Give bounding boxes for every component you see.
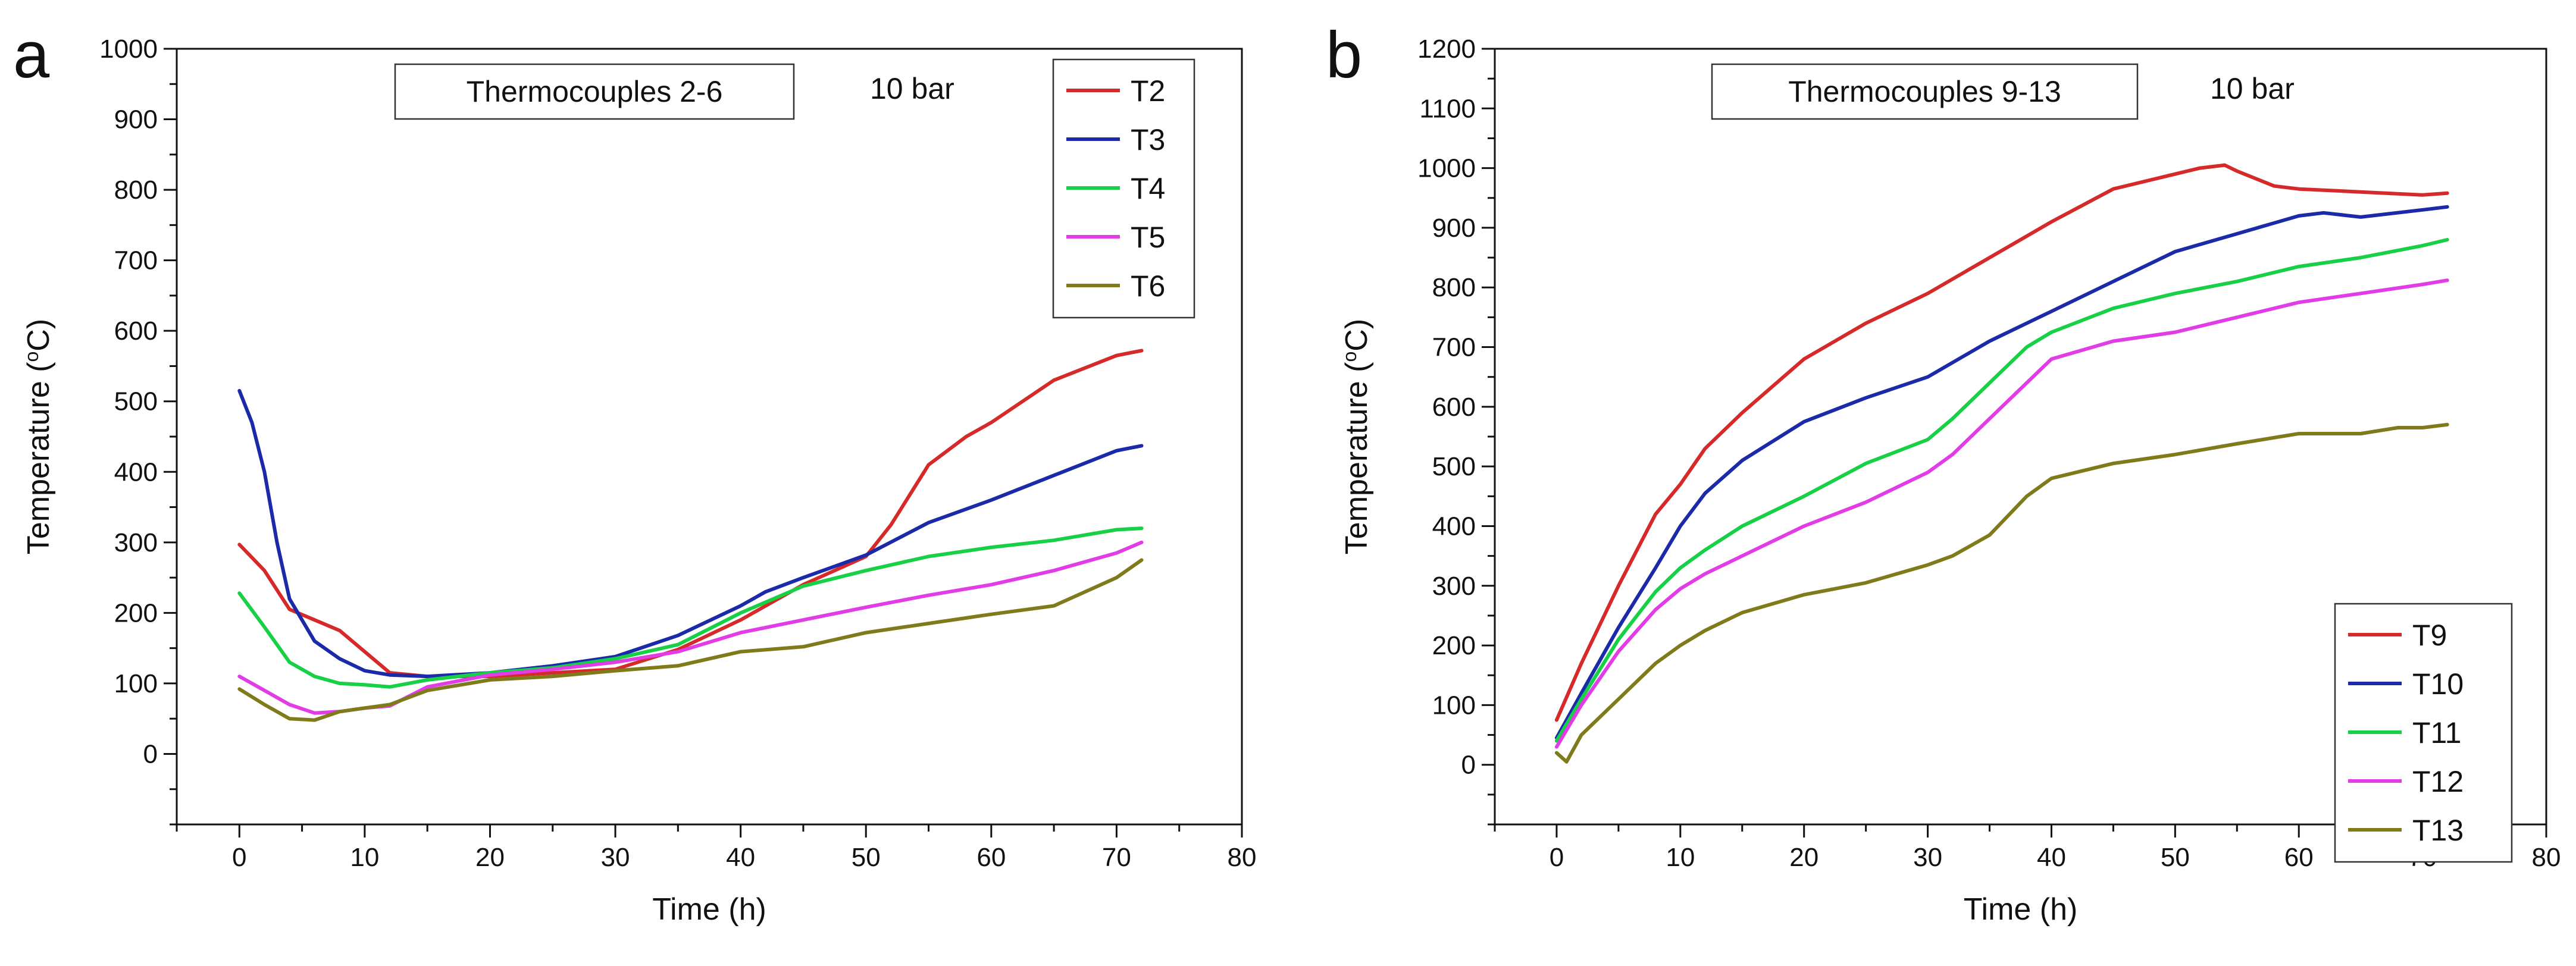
legend-label-t11: T11 bbox=[2412, 716, 2461, 749]
b-y-tick-label: 300 bbox=[1432, 572, 1476, 601]
b-y-tick-label: 100 bbox=[1432, 691, 1476, 720]
a-y-tick-label: 800 bbox=[114, 175, 158, 205]
panel-a-y-tick-labels: 0 100 200 300 400 500 600 700 800 900 1000 bbox=[99, 34, 158, 769]
panel-b-title: Thermocouples 9-13 bbox=[1788, 75, 2061, 108]
a-y-tick-label: 1000 bbox=[99, 34, 158, 64]
b-y-tick-label: 500 bbox=[1432, 452, 1476, 481]
panel-b-series bbox=[1554, 163, 2449, 764]
series-line-t10 bbox=[1554, 205, 2449, 740]
b-y-tick-label: 0 bbox=[1461, 751, 1476, 780]
panel-a-title-box bbox=[394, 63, 795, 120]
legend-label-t4: T4 bbox=[1131, 172, 1165, 205]
a-x-tick-label: 0 bbox=[232, 843, 246, 872]
series-line-t13 bbox=[1554, 422, 2449, 764]
a-x-tick-label: 40 bbox=[726, 843, 755, 872]
b-y-tick-label: 200 bbox=[1432, 631, 1476, 660]
panel-b-pressure-annotation: 10 bar bbox=[2210, 72, 2295, 105]
panel-b-legend: T9 T10 T11 T12 T13 bbox=[2334, 603, 2513, 863]
b-y-tick-label: 900 bbox=[1432, 214, 1476, 243]
a-x-tick-label: 80 bbox=[1228, 843, 1257, 872]
b-y-tick-label: 1100 bbox=[1419, 94, 1476, 123]
b-x-tick-label: 0 bbox=[1550, 843, 1564, 872]
panel-b-y-axis-title-degree: o bbox=[1339, 352, 1360, 362]
b-x-tick-label: 50 bbox=[2161, 843, 2190, 872]
b-y-tick-label: 1200 bbox=[1417, 34, 1476, 64]
b-y-tick-label: 400 bbox=[1432, 512, 1476, 541]
series-line-t2 bbox=[237, 349, 1144, 679]
legend-label-t3: T3 bbox=[1131, 123, 1165, 156]
a-y-tick-label: 100 bbox=[114, 669, 158, 698]
panel-a-y-axis-title-suffix: C) bbox=[21, 319, 56, 352]
a-y-tick-label: 500 bbox=[114, 387, 158, 416]
panel-a-y-axis-title-degree: o bbox=[21, 352, 42, 362]
a-x-tick-label: 70 bbox=[1102, 843, 1131, 872]
series-line-t3 bbox=[237, 388, 1144, 679]
a-y-tick-label: 200 bbox=[114, 598, 158, 628]
b-y-tick-label: 1000 bbox=[1417, 154, 1476, 183]
series-line-t11 bbox=[1554, 238, 2449, 743]
panel-b-y-axis-title-suffix: C) bbox=[1339, 319, 1374, 352]
panel-a-axis-ticks bbox=[164, 48, 1243, 838]
series-line-t12 bbox=[1554, 278, 2449, 749]
panel-a-x-tick-labels: 0 10 20 30 40 50 60 70 80 bbox=[232, 843, 1256, 872]
a-y-tick-label: 300 bbox=[114, 528, 158, 557]
b-x-tick-label: 10 bbox=[1666, 843, 1695, 872]
series-line-t6 bbox=[237, 558, 1144, 722]
b-x-tick-label: 30 bbox=[1913, 843, 1942, 872]
a-x-tick-label: 20 bbox=[475, 843, 505, 872]
legend-label-t10: T10 bbox=[2412, 667, 2464, 701]
panel-b-y-axis-title-prefix: Temperature ( bbox=[1339, 362, 1374, 554]
a-y-tick-label: 0 bbox=[143, 739, 158, 769]
a-x-tick-label: 60 bbox=[976, 843, 1006, 872]
panel-a-legend: T2 T3 T4 T5 T6 bbox=[1052, 58, 1195, 319]
b-y-tick-label: 600 bbox=[1432, 393, 1476, 422]
b-x-tick-label: 20 bbox=[1789, 843, 1818, 872]
panel-a-pressure-annotation: 10 bar bbox=[870, 72, 954, 105]
a-y-tick-label: 400 bbox=[114, 457, 158, 487]
panel-b-title-box bbox=[1711, 63, 2139, 120]
a-x-tick-label: 10 bbox=[350, 843, 379, 872]
panel-a-y-axis-title-prefix: Temperature ( bbox=[21, 362, 56, 554]
panel-a-title: Thermocouples 2-6 bbox=[467, 75, 723, 108]
panel-a: a 0 10 20 30 40 50 60 70 80 0 100 200 300 400 500 600 7… bbox=[13, 18, 1256, 927]
series-line-t4 bbox=[237, 526, 1144, 689]
panel-b-y-tick-labels: 0 100 200 300 400 500 600 700 800 900 1000 1100 1200 bbox=[1417, 34, 1476, 780]
b-x-tick-label: 40 bbox=[2037, 843, 2066, 872]
b-y-tick-label: 700 bbox=[1432, 333, 1476, 362]
b-x-tick-label: 60 bbox=[2284, 843, 2314, 872]
b-x-tick-label: 80 bbox=[2532, 843, 2561, 872]
panel-b-x-axis-title: Time (h) bbox=[1964, 892, 2078, 927]
legend-label-t12: T12 bbox=[2412, 765, 2464, 798]
a-y-tick-label: 700 bbox=[114, 246, 158, 275]
a-y-tick-label: 900 bbox=[114, 105, 158, 134]
panel-a-x-axis-title: Time (h) bbox=[652, 892, 766, 927]
panel-a-y-axis-title: Temperature (oC) bbox=[21, 319, 56, 554]
panel-b-y-axis-title: Temperature (oC) bbox=[1339, 319, 1374, 554]
legend-label-t5: T5 bbox=[1131, 221, 1165, 254]
a-x-tick-label: 50 bbox=[852, 843, 881, 872]
legend-label-t9: T9 bbox=[2412, 619, 2447, 652]
legend-label-t13: T13 bbox=[2412, 814, 2464, 847]
series-line-t9 bbox=[1554, 163, 2449, 722]
a-y-tick-label: 600 bbox=[114, 316, 158, 346]
panel-a-series bbox=[237, 349, 1144, 722]
b-y-tick-label: 800 bbox=[1432, 273, 1476, 302]
legend-label-t6: T6 bbox=[1131, 269, 1165, 303]
series-line-t5 bbox=[237, 540, 1144, 715]
legend-label-t2: T2 bbox=[1131, 74, 1165, 108]
panel-a-letter: a bbox=[13, 18, 50, 92]
a-x-tick-label: 30 bbox=[601, 843, 630, 872]
panel-b-letter: b bbox=[1326, 18, 1362, 92]
